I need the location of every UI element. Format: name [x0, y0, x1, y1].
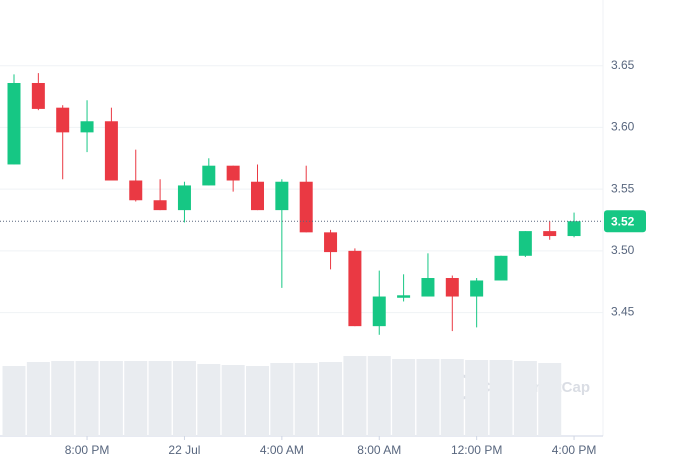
volume-bar	[246, 366, 269, 436]
candle-body	[543, 231, 557, 237]
x-tick-label: 22 Jul	[168, 443, 200, 457]
candle-body	[421, 278, 435, 297]
volume-bar	[172, 361, 196, 436]
candle-body	[226, 165, 240, 181]
volume-bar	[26, 362, 50, 436]
candle-body	[153, 200, 167, 211]
volume-bar	[465, 360, 489, 436]
volume-bar	[270, 363, 294, 436]
volume-bar	[294, 363, 318, 436]
volume-bar	[367, 356, 391, 436]
candle-body	[129, 180, 143, 201]
x-tick-label: 4:00 PM	[552, 443, 597, 457]
y-tick-label: 3.65	[611, 58, 635, 72]
current-price-label: 3.52	[611, 214, 635, 228]
candle-body	[104, 121, 118, 181]
candle-body	[80, 121, 94, 133]
y-tick-label: 3.45	[611, 305, 635, 319]
candle-body	[299, 181, 313, 233]
volume-bar	[489, 360, 513, 436]
candle-body	[202, 165, 216, 186]
volume-bar	[416, 359, 440, 436]
volume-bar	[319, 362, 343, 436]
y-tick-label: 3.60	[611, 120, 635, 134]
y-tick-label: 3.50	[611, 243, 635, 257]
candle-body	[397, 295, 411, 298]
candle-body	[470, 280, 484, 297]
volume-bar	[343, 356, 367, 436]
candle-body	[348, 250, 362, 327]
volume-bar	[124, 361, 148, 436]
candle-body	[324, 232, 338, 253]
candle-body	[56, 107, 70, 133]
candle-body	[494, 255, 508, 281]
candle-body	[251, 181, 264, 211]
volume-bar	[197, 364, 221, 436]
volume-bar	[538, 363, 562, 436]
volume-bar	[2, 366, 26, 436]
y-tick-label: 3.55	[611, 181, 635, 195]
volume-bar	[75, 361, 99, 436]
candle-body	[518, 231, 532, 256]
candle-body	[7, 82, 21, 165]
volume-bar	[440, 359, 464, 436]
x-tick-label: 4:00 AM	[260, 443, 304, 457]
volume-bar	[513, 361, 537, 436]
volume-bar	[99, 361, 123, 436]
candle-body	[177, 185, 191, 211]
candle-body	[445, 278, 459, 297]
volume-bar	[148, 361, 172, 436]
candle-body	[275, 181, 289, 211]
x-tick-label: 8:00 AM	[357, 443, 401, 457]
x-tick-label: 12:00 PM	[451, 443, 502, 457]
current-price-badge	[604, 210, 646, 233]
volume-bar	[51, 361, 75, 436]
candle-body	[31, 82, 45, 109]
volume-bar	[392, 359, 416, 436]
candle-body	[567, 221, 581, 237]
volume-bar	[221, 365, 245, 436]
x-tick-label: 8:00 PM	[65, 443, 110, 457]
candle-body	[372, 296, 386, 327]
